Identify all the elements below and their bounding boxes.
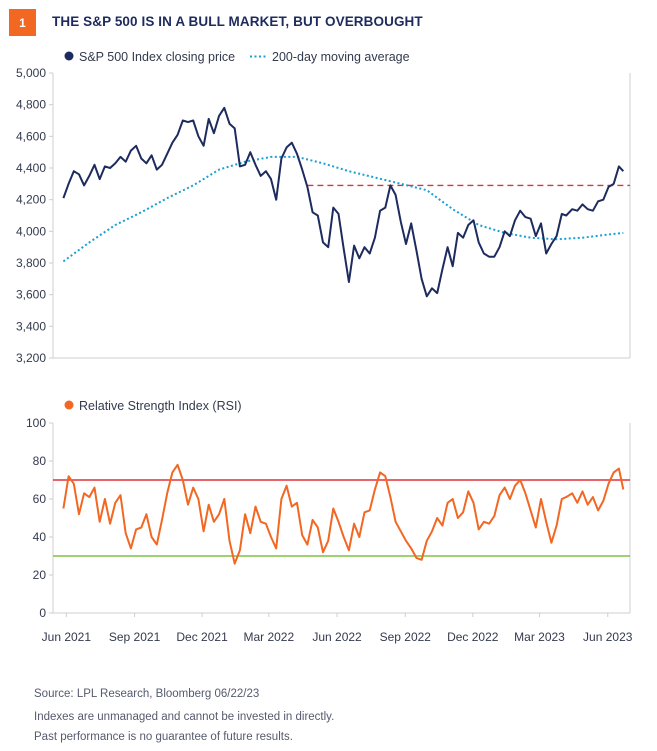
series-rsi [62, 463, 625, 565]
rsi-y-tick-label: 60 [33, 492, 47, 506]
price-y-tick-label: 4,800 [16, 98, 46, 112]
x-tick-label: Jun 2021 [42, 630, 92, 644]
source-note: Source: LPL Research, Bloomberg 06/22/23 [34, 688, 260, 700]
x-tick-label: Mar 2023 [514, 630, 565, 644]
x-tick-label: Dec 2022 [447, 630, 499, 644]
price-panel: 5,000 4,800 4,600 4,400 4,200 4,000 3,800 3,600… [16, 66, 631, 365]
price-y-tick-label: 4,000 [16, 224, 46, 238]
legend-label-price: S&P 500 Index closing price [79, 50, 235, 64]
legend-marker-price [64, 51, 74, 61]
rsi-y-tick-label: 100 [26, 416, 46, 430]
legend-marker-rsi [64, 400, 74, 410]
rsi-y-tick-label: 0 [39, 606, 46, 620]
price-y-tick-label: 5,000 [16, 66, 46, 80]
x-tick-label: Mar 2022 [243, 630, 294, 644]
x-tick-label: Sep 2022 [380, 630, 432, 644]
x-tick-label: Dec 2021 [176, 630, 228, 644]
series-200-day-moving-average [62, 155, 624, 263]
x-tick-label: Sep 2021 [109, 630, 161, 644]
x-axis: Jun 2021 Sep 2021 Dec 2021 Mar 2022 Jun 2022… [42, 613, 633, 644]
legend-label-moving-average: 200-day moving average [272, 50, 410, 64]
price-y-tick-label: 4,600 [16, 129, 46, 143]
x-tick-label: Jun 2023 [583, 630, 633, 644]
price-y-tick-label: 3,200 [16, 351, 46, 365]
x-tick-label: Jun 2022 [312, 630, 362, 644]
disclaimer-line-1: Indexes are unmanaged and cannot be inve… [34, 711, 335, 723]
legend-label-rsi: Relative Strength Index (RSI) [79, 399, 242, 413]
chart-title: THE S&P 500 IS IN A BULL MARKET, BUT OVE… [52, 14, 423, 29]
rsi-y-tick-label: 20 [33, 568, 47, 582]
disclaimer-line-2: Past performance is no guarantee of futu… [34, 731, 293, 743]
rsi-y-tick-label: 80 [33, 454, 47, 468]
chart-canvas: S&P 500 Index closing price 200-day movi… [16, 50, 633, 644]
price-y-tick-label: 3,400 [16, 319, 46, 333]
price-y-tick-label: 4,400 [16, 161, 46, 175]
series-sp500-closing-price [62, 106, 625, 298]
rsi-y-tick-label: 40 [33, 530, 47, 544]
price-y-tick-label: 3,600 [16, 288, 46, 302]
price-y-tick-label: 3,800 [16, 256, 46, 270]
figure-number-badge: 1 [9, 9, 36, 36]
rsi-panel: 100 80 60 40 20 0 [26, 416, 631, 620]
price-y-tick-label: 4,200 [16, 193, 46, 207]
